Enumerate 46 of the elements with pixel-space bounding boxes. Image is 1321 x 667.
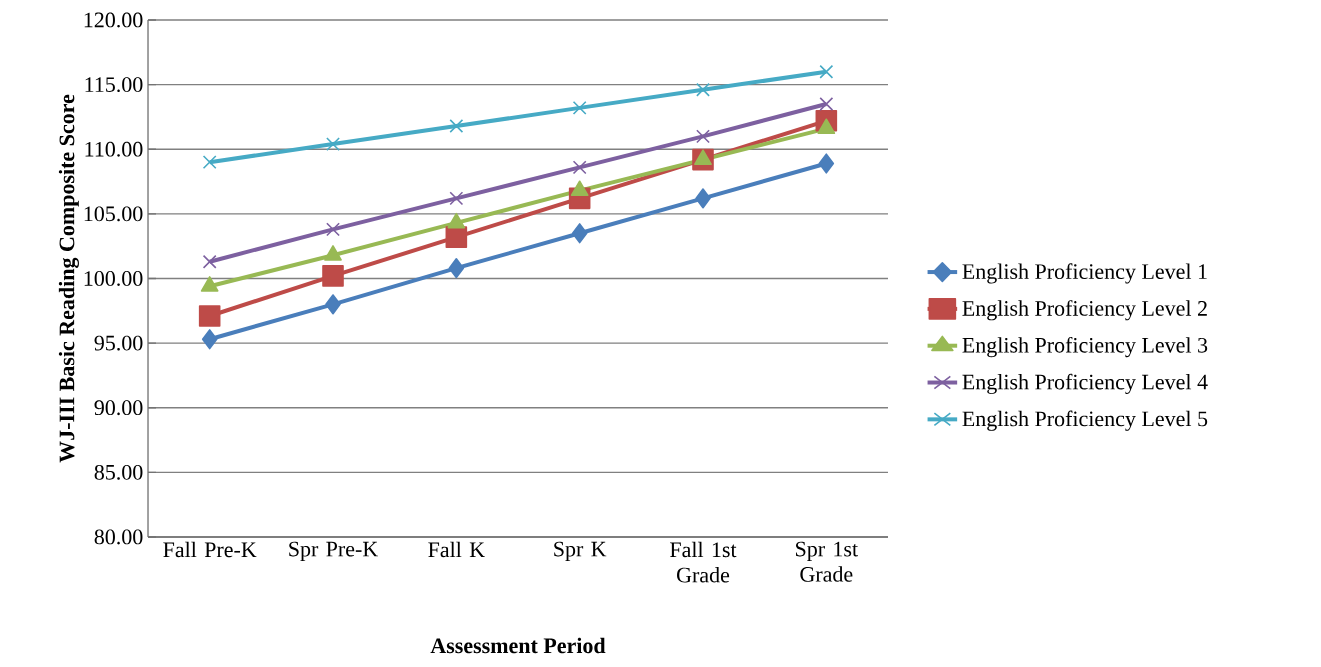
- point: [322, 265, 344, 287]
- point: [819, 97, 834, 111]
- x-tick-label: Spr 1st Grade: [796, 541, 858, 582]
- point: [445, 226, 468, 248]
- point: [818, 153, 835, 174]
- point: [201, 329, 218, 350]
- point: [696, 129, 710, 144]
- y-tick-label: 115.00: [85, 77, 143, 93]
- legend-label: English Proficiency Level 5: [962, 410, 1208, 431]
- legend-label: English Proficiency Level 1: [962, 263, 1207, 284]
- x-tick-label: Fall Pre-K: [163, 541, 257, 558]
- legend-label: English Proficiency Level 2: [962, 300, 1207, 321]
- x-tick-label: Spr K: [554, 541, 607, 561]
- legend-label: English Proficiency Level 4: [962, 373, 1208, 395]
- y-tick-label: 120.00: [84, 12, 143, 28]
- point: [449, 191, 464, 206]
- point: [817, 118, 836, 135]
- point: [572, 100, 587, 115]
- y-tick-label: 100.00: [84, 271, 143, 286]
- legend-label: English Proficiency Level 3: [962, 336, 1208, 358]
- point: [326, 137, 340, 151]
- point: [449, 119, 464, 133]
- point: [571, 223, 588, 244]
- point: [570, 180, 589, 197]
- point: [202, 155, 217, 170]
- y-tick-label: 110.00: [85, 141, 143, 157]
- point: [696, 82, 710, 97]
- point: [694, 149, 712, 166]
- y-tick-label: 95.00: [94, 335, 143, 351]
- x-tick-label: Fall 1st Grade: [670, 541, 737, 583]
- point: [448, 258, 465, 279]
- y-tick-label: 80.00: [94, 529, 143, 545]
- point: [695, 188, 711, 209]
- y-axis-title: WJ-III Basic Reading Composite Score: [58, 94, 79, 463]
- point: [326, 222, 340, 237]
- x-tick-label: Fall K: [428, 541, 485, 558]
- x-tick-label: Spr Pre-K: [289, 541, 378, 561]
- point: [819, 64, 834, 79]
- x-axis-title: Assessment Period: [430, 637, 606, 654]
- y-tick-label: 85.00: [94, 464, 143, 480]
- y-tick-label: 90.00: [94, 400, 143, 416]
- y-tick-label: 105.00: [84, 206, 143, 222]
- point: [325, 294, 341, 315]
- point: [202, 254, 217, 269]
- point: [572, 160, 587, 175]
- point: [198, 305, 221, 327]
